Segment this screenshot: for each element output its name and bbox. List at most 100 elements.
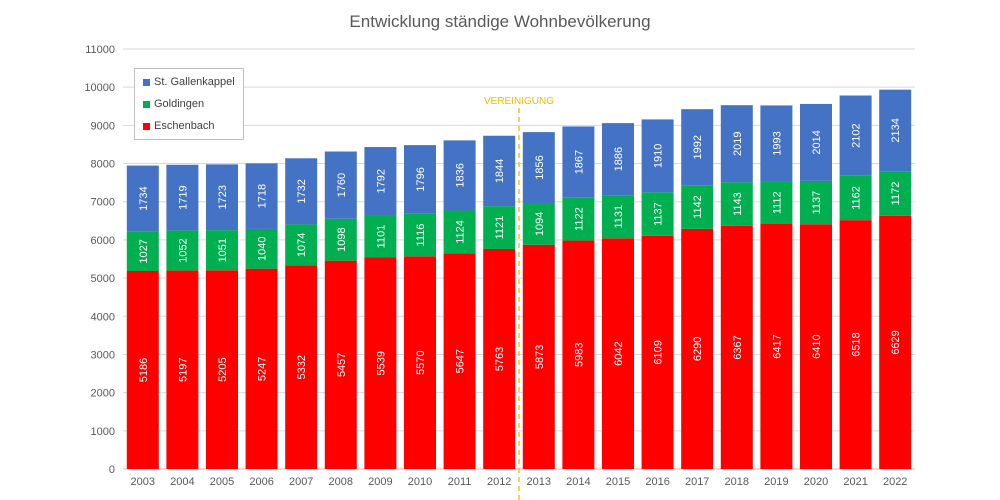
data-label: 1124 [455, 220, 467, 244]
data-label: 6417 [771, 334, 783, 358]
x-tick-label: 2019 [764, 476, 788, 488]
bar-segment [364, 215, 397, 258]
bar-segment [522, 202, 555, 245]
bar-segment [720, 225, 753, 469]
data-label: 2014 [811, 130, 823, 154]
bar-segment [879, 171, 912, 216]
data-label: 6042 [613, 341, 625, 365]
data-label: 1796 [415, 167, 427, 191]
x-tick-label: 2017 [685, 476, 709, 488]
bar-segment [364, 257, 397, 469]
data-label: 1116 [415, 224, 427, 247]
bar-segment [245, 268, 278, 469]
y-tick-label: 1000 [91, 426, 115, 438]
legend-swatch-eschenbach [143, 122, 150, 130]
bar-segment [126, 270, 159, 469]
y-tick-label: 8000 [91, 159, 115, 171]
data-label: 1867 [573, 150, 585, 174]
legend-label-st-gallenkappel: St. Gallenkappel [154, 76, 235, 88]
x-tick-label: 2015 [606, 476, 630, 488]
bar-segment [641, 192, 674, 236]
bar-segment [800, 180, 832, 225]
x-tick-label: 2020 [804, 476, 828, 488]
bar-segment [760, 181, 793, 224]
bar-segment [760, 223, 793, 469]
bar-segment [126, 231, 159, 271]
y-tick-label: 7000 [91, 197, 115, 209]
bar-segment [166, 270, 199, 469]
bar-segment [166, 164, 199, 231]
data-label: 5647 [455, 349, 467, 373]
x-tick-label: 2022 [883, 476, 907, 488]
bar-segment [602, 123, 634, 196]
data-label: 5457 [336, 353, 348, 377]
data-label: 6518 [851, 332, 863, 356]
bar-segment [443, 210, 476, 254]
data-label: 5205 [217, 357, 229, 381]
data-label: 2102 [851, 123, 863, 147]
bar-segment [720, 182, 753, 226]
annotation-label: VEREINIGUNG [484, 96, 554, 107]
x-tick-label: 2013 [527, 476, 551, 488]
data-label: 1143 [732, 192, 744, 216]
data-label: 1051 [217, 238, 229, 262]
data-label: 1723 [217, 185, 229, 209]
legend-item-eschenbach: Eschenbach [135, 115, 243, 137]
y-tick-label: 6000 [91, 235, 115, 247]
x-tick-label: 2018 [725, 476, 749, 488]
bar-segment [562, 197, 595, 241]
x-tick-label: 2014 [566, 476, 590, 488]
y-tick-label: 9000 [91, 120, 115, 132]
bar-segment [285, 265, 318, 469]
legend-label-eschenbach: Eschenbach [154, 120, 215, 132]
data-label: 1856 [534, 155, 546, 179]
bar-segment [681, 228, 714, 469]
data-label: 1112 [771, 191, 783, 214]
data-label: 6109 [653, 340, 665, 364]
data-label: 1734 [138, 186, 150, 210]
bar-segment [760, 105, 793, 182]
bar-segment [681, 109, 714, 186]
bar-segment [206, 164, 238, 231]
bar-segment [285, 158, 318, 225]
bar-segment [364, 147, 397, 216]
data-label: 1719 [177, 185, 189, 209]
bar-segment [166, 230, 199, 271]
data-label: 1094 [534, 212, 546, 236]
y-tick-label: 0 [109, 464, 115, 476]
x-tick-label: 2010 [408, 476, 432, 488]
bar-segment [839, 95, 872, 176]
data-label: 1732 [296, 179, 308, 203]
bar-segment [879, 89, 912, 172]
legend-swatch-st-gallenkappel [143, 78, 150, 86]
bar-segment [245, 163, 278, 229]
x-tick-label: 2009 [368, 476, 392, 488]
data-label: 6290 [692, 337, 704, 361]
data-label: 1040 [257, 237, 269, 261]
data-label: 1792 [375, 169, 387, 193]
bar-segment [641, 119, 674, 193]
bar-segment [720, 105, 753, 183]
data-label: 1886 [613, 147, 625, 171]
data-label: 5570 [415, 350, 427, 374]
data-label: 5197 [177, 358, 189, 382]
x-tick-label: 2021 [843, 476, 867, 488]
data-label: 1027 [138, 239, 150, 263]
bar-segment [404, 256, 436, 469]
bar-segment [681, 185, 714, 229]
data-label: 1718 [257, 184, 269, 208]
y-tick-label: 10000 [84, 82, 115, 94]
bar-segment [443, 253, 476, 469]
y-tick-label: 2000 [91, 388, 115, 400]
data-label: 1142 [692, 195, 704, 219]
x-tick-label: 2004 [170, 476, 194, 488]
data-label: 1760 [336, 173, 348, 197]
x-tick-label: 2006 [249, 476, 273, 488]
data-label: 6367 [732, 335, 744, 359]
data-label: 1992 [692, 135, 704, 159]
data-label: 6629 [890, 330, 902, 354]
bar-segment [602, 195, 634, 239]
bar-segment [245, 228, 278, 269]
data-label: 5873 [534, 345, 546, 369]
legend-item-st-gallenkappel: St. Gallenkappel [135, 71, 243, 93]
